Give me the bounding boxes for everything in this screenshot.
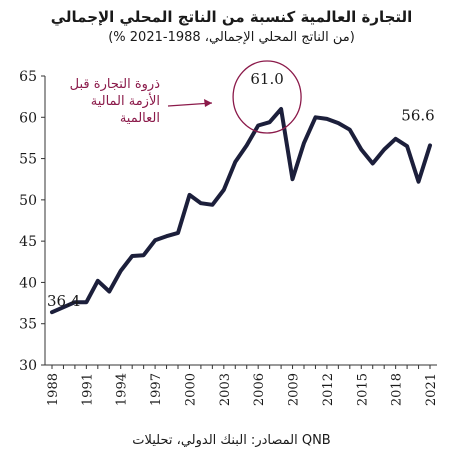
x-tick-label: 2012: [321, 373, 336, 406]
source-note: المصادر: البنك الدولي، تحليلات QNB: [132, 433, 331, 448]
chart-subtitle: (% من الناتج المحلي الإجمالي، 1988-2021): [108, 30, 355, 45]
data-label: 56.6: [401, 106, 434, 124]
x-tick-label: 2021: [424, 373, 439, 406]
annotation-arrow-head: [204, 99, 212, 107]
y-tick-label: 50: [19, 193, 37, 209]
x-tick-label: 1994: [115, 373, 130, 406]
annotation-text-line: ذروة التجارة قبل: [70, 77, 161, 92]
y-tick-label: 35: [19, 317, 37, 333]
y-tick-label: 40: [19, 275, 37, 291]
chart-title: التجارة العالمية كنسبة من الناتج المحلي …: [50, 8, 413, 26]
series-line: [50, 107, 432, 315]
y-tick-label: 60: [19, 110, 37, 126]
annotation-text-line: العالمية: [120, 111, 160, 126]
y-tick-label: 30: [19, 358, 37, 374]
y-tick-label: 65: [19, 69, 37, 85]
data-label: 61.0: [250, 70, 283, 88]
data-label: 36.4: [47, 292, 80, 310]
annotation-text-line: الأزمة المالية: [91, 92, 160, 109]
y-tick-label: 45: [19, 234, 37, 250]
peak-highlight-circle: [232, 60, 302, 134]
x-tick-label: 2009: [287, 373, 302, 406]
x-tick-label: 2000: [183, 373, 198, 406]
x-tick-label: 1991: [80, 373, 95, 406]
x-tick-label: 1997: [149, 373, 164, 406]
y-tick-label: 55: [19, 152, 37, 168]
x-tick-label: 2003: [218, 373, 233, 406]
x-tick-label: 2015: [355, 373, 370, 406]
x-tick-label: 2006: [252, 373, 267, 406]
x-tick-label: 2018: [390, 373, 405, 406]
x-tick-label: 1988: [46, 373, 61, 406]
